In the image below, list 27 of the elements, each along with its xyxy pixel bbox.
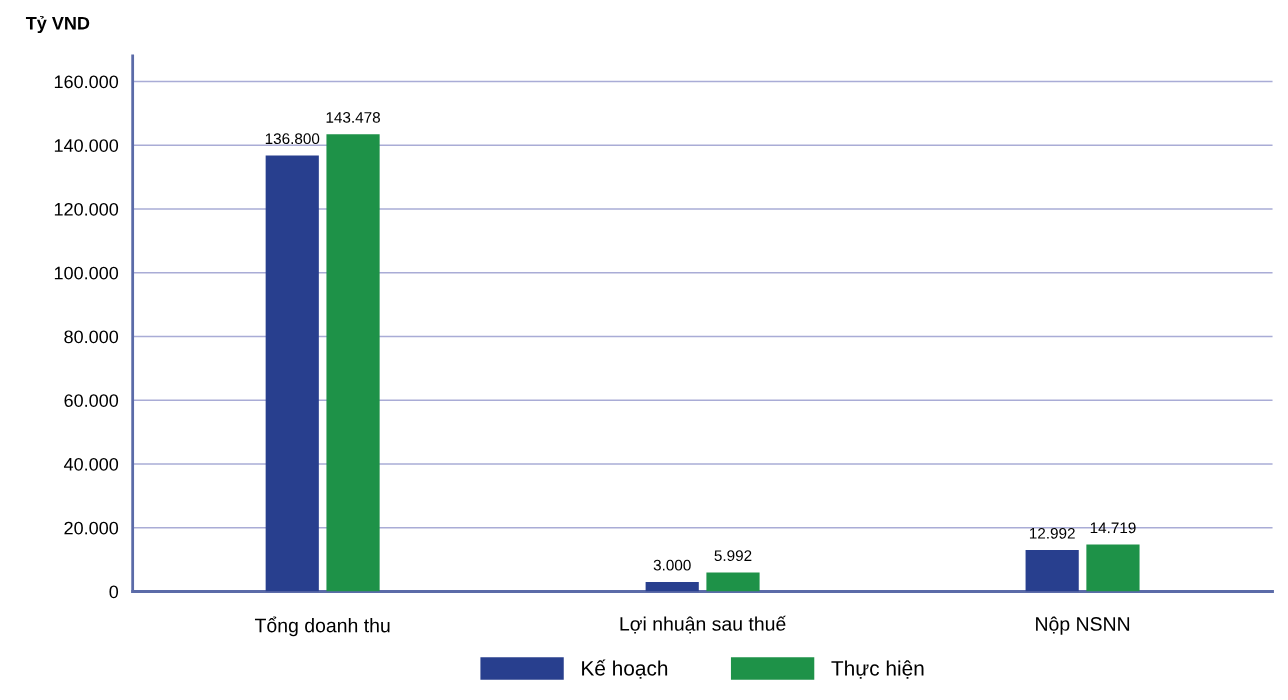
x-tick-label: Nộp NSNN	[1036, 616, 1130, 635]
y-axis-title: Tỷ VND	[25, 15, 90, 34]
data-label: 5.992	[714, 550, 752, 562]
bar	[1086, 544, 1140, 592]
data-label: 14.719	[1090, 522, 1136, 534]
legend-label: Kế hoạch	[582, 659, 668, 679]
y-tick-label: 40.000	[63, 457, 119, 471]
bar	[1025, 550, 1079, 592]
bar	[326, 134, 380, 592]
y-tick-label: 140.000	[54, 139, 119, 152]
data-label: 12.992	[1029, 527, 1075, 539]
y-tick-label: 20.000	[64, 521, 119, 535]
bar	[265, 155, 319, 592]
y-tick-label: 60.000	[64, 394, 119, 407]
data-label: 3.000	[653, 559, 691, 571]
bar	[645, 581, 699, 592]
y-tick-label: 80.000	[64, 330, 119, 344]
y-tick-label: 100.000	[54, 266, 119, 280]
data-label: 143.478	[326, 111, 380, 123]
legend-label: Thực hiện	[831, 660, 924, 679]
y-tick-label: 160.000	[54, 75, 119, 89]
x-tick-label: Lợi nhuận sau thuế	[620, 615, 787, 634]
bar	[706, 572, 760, 592]
y-tick-label: 0	[109, 585, 119, 599]
data-label: 136.800	[265, 133, 320, 145]
x-tick-label: Tổng doanh thu	[254, 616, 390, 637]
y-tick-label: 120.000	[54, 202, 119, 216]
